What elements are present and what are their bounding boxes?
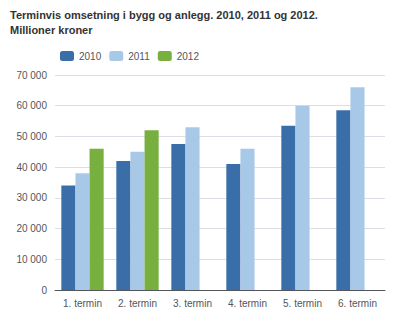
svg-text:Terminvis omsetning i bygg og: Terminvis omsetning i bygg og anlegg. 20… [10,9,318,21]
svg-text:2. termin: 2. termin [118,298,157,309]
svg-text:30 000: 30 000 [16,192,47,203]
svg-text:1. termin: 1. termin [63,298,102,309]
svg-text:60 000: 60 000 [16,100,47,111]
svg-text:0: 0 [41,285,47,296]
svg-text:6. termin: 6. termin [338,298,377,309]
svg-text:3. termin: 3. termin [173,298,212,309]
svg-text:20 000: 20 000 [16,223,47,234]
svg-text:4. termin: 4. termin [228,298,267,309]
svg-text:50 000: 50 000 [16,131,47,142]
svg-text:2012: 2012 [177,51,200,62]
svg-text:10 000: 10 000 [16,254,47,265]
svg-text:Millioner kroner: Millioner kroner [10,24,93,36]
svg-text:2011: 2011 [128,51,150,62]
svg-text:5. termin: 5. termin [283,298,322,309]
svg-text:2010: 2010 [79,51,102,62]
svg-text:70 000: 70 000 [16,70,47,81]
svg-text:40 000: 40 000 [16,162,47,173]
